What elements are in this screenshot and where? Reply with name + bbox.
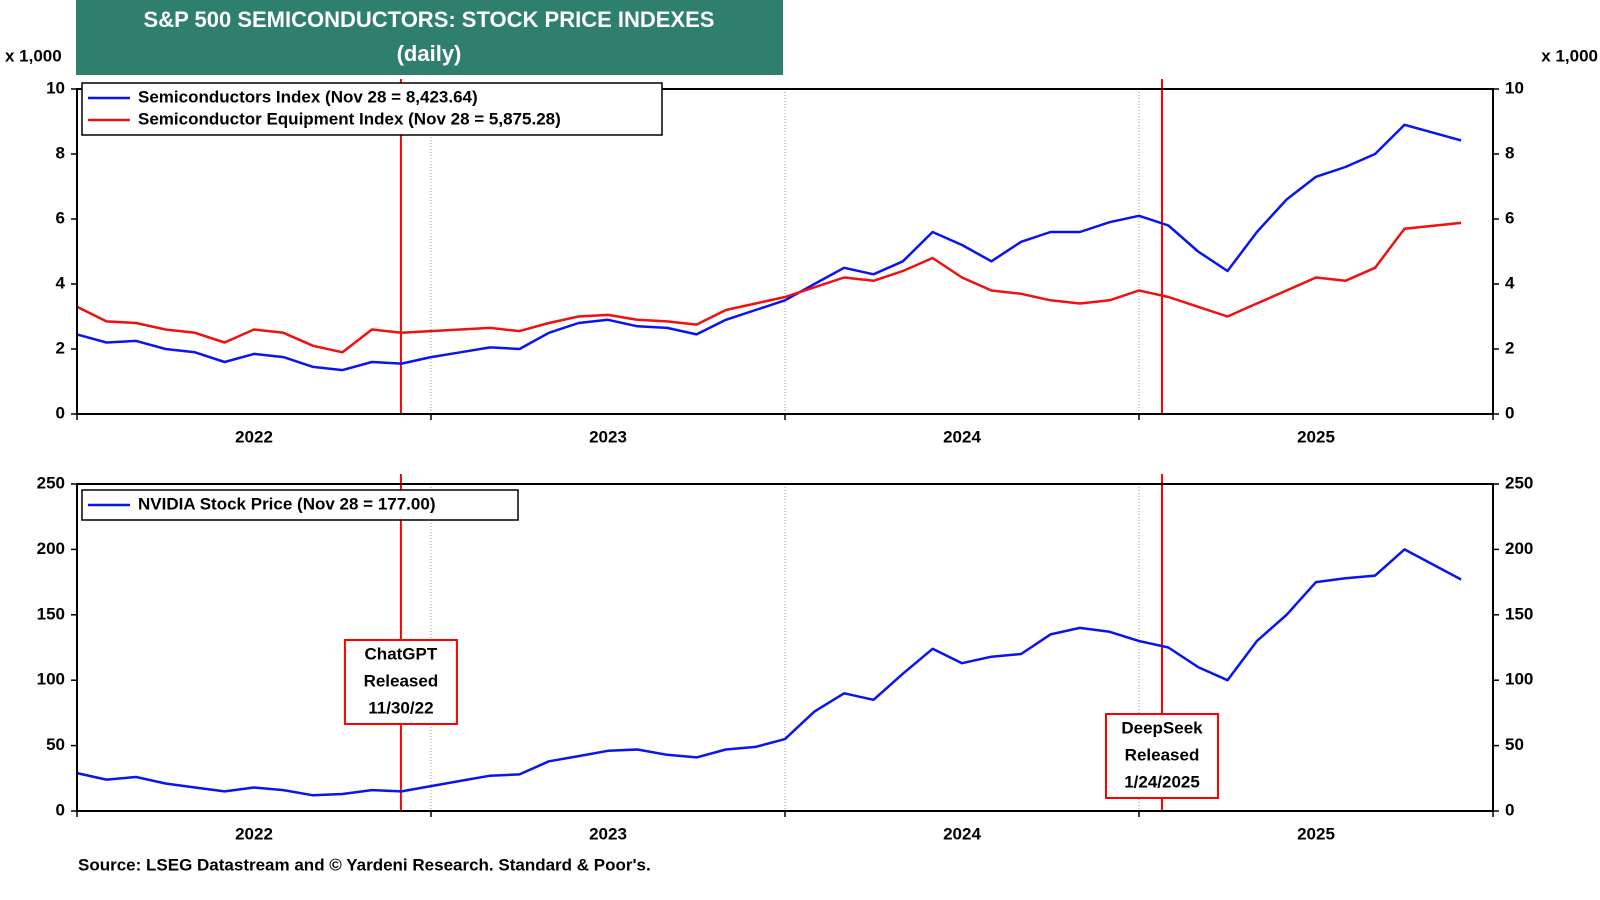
series-line <box>76 548 1462 797</box>
y2-tick-label: 250 <box>1505 473 1533 492</box>
x-tick-label: 2023 <box>589 427 627 446</box>
legend-label: NVIDIA Stock Price (Nov 28 = 177.00) <box>138 494 435 513</box>
chart-title: S&P 500 SEMICONDUCTORS: STOCK PRICE INDE… <box>144 7 715 32</box>
event-label: Released <box>1125 745 1200 764</box>
source-note: Source: LSEG Datastream and © Yardeni Re… <box>78 855 651 874</box>
event-label: ChatGPT <box>365 644 438 663</box>
y2-tick-label: 200 <box>1505 539 1533 558</box>
series-line <box>76 123 1462 372</box>
y-unit: x 1,000 <box>5 46 62 65</box>
event-label: 1/24/2025 <box>1124 772 1200 791</box>
y2-tick-label: 10 <box>1505 78 1524 97</box>
y-tick-label: 200 <box>37 539 65 558</box>
title-box <box>76 0 783 75</box>
legend-label: Semiconductor Equipment Index (Nov 28 = … <box>138 109 561 128</box>
event-box <box>343 639 458 725</box>
y-tick-label: 100 <box>37 670 65 689</box>
y-tick-label: 4 <box>56 273 66 292</box>
plot-frame <box>76 483 1494 812</box>
x-tick-label: 2023 <box>589 824 627 843</box>
legend-box <box>81 489 519 521</box>
y2-tick-label: 2 <box>1505 338 1514 357</box>
y-tick-label: 6 <box>56 208 65 227</box>
series-line <box>76 221 1462 354</box>
x-tick-label: 2022 <box>235 824 273 843</box>
y2-tick-label: 8 <box>1505 143 1514 162</box>
event-label: 11/30/22 <box>368 698 433 717</box>
y-tick-label: 150 <box>37 604 65 623</box>
y2-tick-label: 150 <box>1505 604 1533 623</box>
x-tick-label: 2025 <box>1297 824 1335 843</box>
x-tick-label: 2022 <box>235 427 273 446</box>
legend-label: Semiconductors Index (Nov 28 = 8,423.64) <box>138 87 478 106</box>
event-label: DeepSeek <box>1121 718 1203 737</box>
x-tick-label: 2025 <box>1297 427 1335 446</box>
y-tick-label: 0 <box>56 800 65 819</box>
event-box <box>1105 713 1220 799</box>
y2-tick-label: 6 <box>1505 208 1514 227</box>
y2-tick-label: 0 <box>1505 403 1514 422</box>
y2-tick-label: 50 <box>1505 735 1524 754</box>
y2-tick-label: 100 <box>1505 670 1533 689</box>
y-tick-label: 2 <box>56 338 65 357</box>
plot-frame <box>76 88 1494 415</box>
x-tick-label: 2024 <box>943 427 981 446</box>
legend-box <box>81 82 663 136</box>
y2-tick-label: 4 <box>1505 273 1515 292</box>
event-label: Released <box>364 671 439 690</box>
y-tick-label: 50 <box>46 735 65 754</box>
y2-unit: x 1,000 <box>1541 46 1598 65</box>
y-tick-label: 8 <box>56 143 65 162</box>
y2-tick-label: 0 <box>1505 800 1514 819</box>
y-tick-label: 250 <box>37 473 65 492</box>
chart-subtitle: (daily) <box>397 41 462 66</box>
y-tick-label: 10 <box>46 78 65 97</box>
y-tick-label: 0 <box>56 403 65 422</box>
x-tick-label: 2024 <box>943 824 981 843</box>
